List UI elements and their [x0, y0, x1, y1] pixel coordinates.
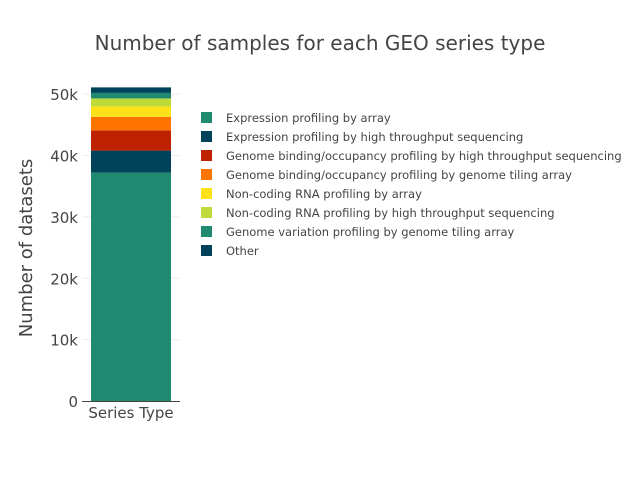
- legend-swatch: [201, 169, 212, 180]
- y-tick-label: 50k: [50, 86, 78, 104]
- legend-label: Expression profiling by array: [226, 111, 391, 125]
- legend-label: Other: [226, 244, 259, 258]
- bar-segment: [91, 116, 171, 131]
- legend: Expression profiling by array Expression …: [201, 111, 622, 258]
- bar-segment: [91, 172, 171, 401]
- legend-label: Non-coding RNA profiling by array: [226, 187, 422, 201]
- legend-label: Non-coding RNA profiling by high through…: [226, 206, 555, 220]
- y-tick-label: 10k: [50, 332, 78, 350]
- bar-segment: [91, 130, 171, 151]
- y-axis-title: Number of datasets: [16, 159, 37, 338]
- bar-segment: [91, 87, 171, 93]
- bar-segment: [91, 106, 171, 117]
- legend-label: Genome binding/occupancy profiling by ge…: [226, 168, 572, 182]
- legend-swatch: [201, 207, 212, 218]
- y-tick-label: 20k: [50, 270, 78, 288]
- legend-swatch: [201, 150, 212, 161]
- bar-segment: [91, 150, 171, 173]
- legend-swatch: [201, 131, 212, 142]
- legend-label: Expression profiling by high throughput …: [226, 130, 523, 144]
- legend-label: Genome binding/occupancy profiling by hi…: [226, 149, 622, 163]
- legend-swatch: [201, 188, 212, 199]
- legend-swatch: [201, 226, 212, 237]
- legend-swatch: [201, 112, 212, 123]
- legend-label: Genome variation profiling by genome til…: [226, 225, 515, 239]
- x-tick-label: Series Type: [88, 404, 173, 422]
- legend-swatch: [201, 245, 212, 256]
- y-tick-label: 40k: [50, 148, 78, 166]
- axes: 0 10k 20k 30k 40k 50k Series Type: [50, 86, 180, 422]
- y-tick-label: 30k: [50, 209, 78, 227]
- bar-segment: [91, 98, 171, 107]
- chart-title: Number of samples for each GEO series ty…: [95, 31, 546, 55]
- bar-segment: [91, 92, 171, 99]
- y-tick-label: 0: [68, 393, 78, 411]
- bar-stack: [91, 87, 171, 401]
